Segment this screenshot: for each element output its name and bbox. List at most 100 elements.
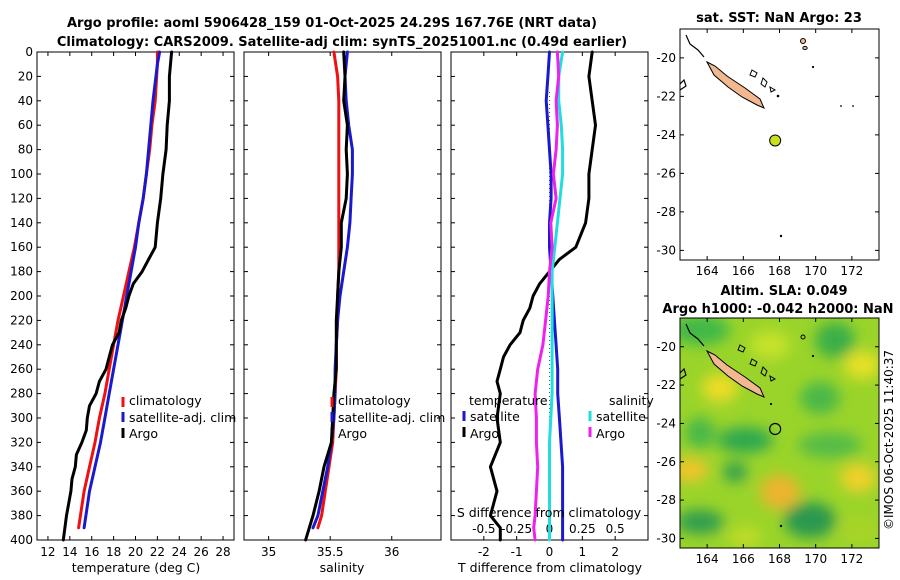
- y-tick-label: 20: [18, 69, 33, 83]
- y-tick-label: 180: [10, 265, 33, 279]
- legend-label-t-satellite: satellite: [470, 409, 520, 424]
- island: [779, 524, 783, 528]
- y-tick-label: -24: [656, 128, 676, 142]
- island: [852, 105, 854, 107]
- x-tick-label: 168: [768, 264, 791, 278]
- y-tick-label: -26: [656, 166, 676, 180]
- series-line-s-argo: [532, 50, 561, 542]
- series-line-t-argo: [488, 50, 597, 542]
- x-tick-label: 35: [261, 545, 276, 559]
- figure-title-line2: Climatology: CARS2009. Satellite-adj cli…: [57, 35, 627, 50]
- x-tick-label: 172: [840, 264, 863, 278]
- temperature-xlabel: temperature (deg C): [72, 560, 201, 575]
- series-line-argo: [304, 50, 349, 542]
- island: [811, 65, 815, 69]
- y-tick-label: -26: [656, 455, 676, 469]
- x-tick-label: 2: [611, 545, 619, 559]
- sla-map-overlay: 164 166 168 170 172 -20 -22 -24 -26 -28 -30: [656, 318, 879, 566]
- argo-position-marker: [769, 422, 782, 436]
- legend-label-t-argo: Argo: [470, 426, 499, 441]
- island: [779, 234, 783, 238]
- island: [840, 105, 842, 107]
- x-tick-label: 0: [546, 545, 554, 559]
- x-tick-label: 16: [84, 545, 99, 559]
- x-tick-label: -2: [478, 545, 490, 559]
- argo-position-marker: [769, 134, 782, 147]
- series-line-argo: [61, 50, 174, 542]
- x-tick-label: 164: [696, 264, 719, 278]
- sst-map-coast: [680, 34, 854, 238]
- series-line-satellite-adj-clim: [82, 50, 162, 530]
- series-line-s-satellite: [548, 50, 565, 542]
- island: [749, 69, 758, 78]
- temperature-axes: [36, 51, 235, 541]
- difference-xlabel: T difference from climatology: [457, 560, 643, 575]
- sst-map-title: sat. SST: NaN Argo: 23: [696, 11, 862, 26]
- island: [800, 38, 806, 44]
- y-tick-label: -30: [656, 531, 676, 545]
- y-tick-label: -28: [656, 205, 676, 219]
- salinity-legend: climatology satellite-adj. clim Argo: [330, 393, 445, 441]
- y-tick-label: 160: [10, 240, 33, 254]
- legend-label-argo: Argo: [129, 426, 158, 441]
- y-tick-label: -22: [656, 378, 676, 392]
- y-tick-label: 0: [25, 45, 33, 59]
- y-tick-label: -20: [656, 340, 676, 354]
- x-tick-label: 164: [696, 552, 719, 566]
- y-tick-label: 220: [10, 313, 33, 327]
- y-tick-label: 380: [10, 509, 33, 523]
- x-tick-label: 170: [804, 264, 827, 278]
- y-tick-label: 400: [10, 533, 33, 547]
- y-tick-label: -28: [656, 493, 676, 507]
- sst-map-overlay: 164 166 168 170 172 -20 -22 -24 -26 -28 -30: [656, 29, 879, 278]
- salinity-plot: 35 35.5 36: [244, 50, 441, 559]
- x-tick-label: 20: [128, 545, 143, 559]
- x-tick-label: 168: [768, 552, 791, 566]
- island: [800, 334, 806, 340]
- s-tick-label: 0.25: [569, 522, 596, 536]
- s-tick-label: 0.5: [606, 522, 625, 536]
- y-tick-label: 80: [18, 143, 33, 157]
- new-caledonia-land: [705, 349, 765, 398]
- island: [769, 402, 773, 406]
- x-tick-label: 22: [150, 545, 165, 559]
- difference-plot: -2 -1 0 1 2-0.5 -0.25 0 0.25 0.5: [451, 50, 648, 559]
- y-tick-label: -22: [656, 89, 676, 103]
- y-tick-label: 200: [10, 289, 33, 303]
- x-tick-label: 36: [384, 545, 399, 559]
- sla-map-field: [680, 318, 879, 548]
- figure-title-line1: Argo profile: aoml 5906428_159 01-Oct-20…: [67, 16, 597, 31]
- legend-label-climatology: climatology: [338, 393, 411, 408]
- x-tick-label: 14: [62, 545, 77, 559]
- new-caledonia-land: [705, 60, 765, 109]
- y-tick-label: 320: [10, 435, 33, 449]
- sla-map-title-line1: Altim. SLA: 0.049: [721, 284, 848, 299]
- y-tick-label: 340: [10, 460, 33, 474]
- y-tick-label: 120: [10, 191, 33, 205]
- s-tick-label: -0.5: [472, 522, 495, 536]
- island: [737, 344, 746, 353]
- salinity-axes: [243, 51, 442, 541]
- series-line-satellite-adj-clim: [311, 50, 354, 530]
- difference-legend: temperature salinity satellite Argo sate…: [462, 393, 654, 441]
- coastline: [685, 34, 705, 58]
- temperature-legend: climatology satellite-adj. clim Argo: [121, 393, 236, 441]
- s-difference-label: S difference from climatology: [457, 505, 642, 520]
- legend-label-satellite: satellite-adj. clim: [129, 410, 236, 425]
- x-tick-label: 26: [194, 545, 209, 559]
- y-tick-label: 40: [18, 94, 33, 108]
- island: [811, 354, 815, 358]
- legend-label-climatology: climatology: [129, 393, 202, 408]
- legend-label-argo: Argo: [338, 426, 367, 441]
- y-tick-label: -30: [656, 243, 676, 257]
- legend-label-satellite: satellite-adj. clim: [338, 410, 445, 425]
- y-tick-label: -20: [656, 51, 676, 65]
- island: [802, 45, 808, 51]
- s-tick-label: -0.25: [501, 522, 532, 536]
- coastline: [685, 323, 705, 347]
- y-tick-label: 260: [10, 362, 33, 376]
- island: [776, 94, 780, 98]
- x-tick-label: 166: [732, 264, 755, 278]
- legend-heading-temperature: temperature: [469, 393, 548, 408]
- island: [749, 358, 758, 367]
